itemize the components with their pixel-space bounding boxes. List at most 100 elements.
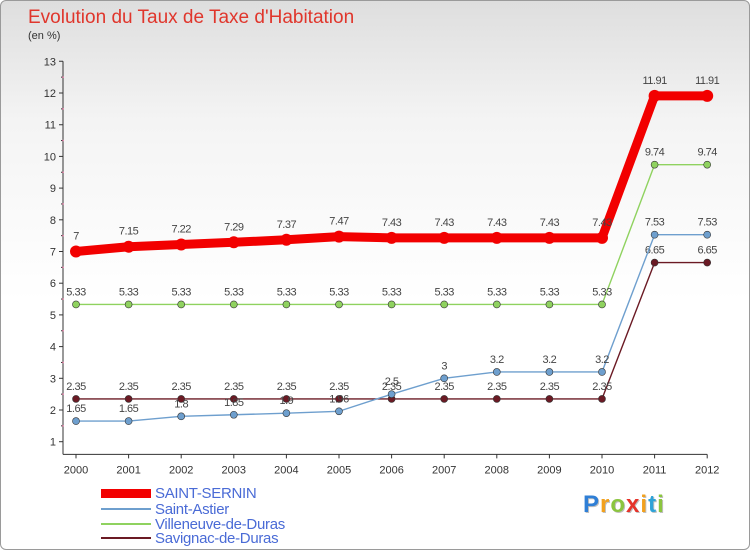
logo-letter: i	[657, 491, 665, 518]
data-point-saint-sernin-2012	[701, 89, 714, 102]
data-label-villeneuve-de-duras-2007: 5.33	[434, 286, 454, 298]
data-point-saint-sernin-2008	[490, 231, 503, 244]
legend-item-saint-sernin: SAINT-SERNIN	[101, 484, 257, 502]
data-label-savignac-de-duras-2003: 2.35	[224, 381, 244, 393]
legend-swatch-saint-astier	[101, 508, 151, 510]
data-point-saint-astier-2003	[230, 410, 238, 419]
data-point-savignac-de-duras-2008	[492, 395, 501, 403]
data-label-savignac-de-duras-2007: 2.35	[434, 381, 454, 393]
x-tick-label-2005: 2005	[327, 464, 351, 476]
data-label-savignac-de-duras-2000: 2.35	[66, 381, 86, 393]
data-point-saint-sernin-2002	[175, 238, 188, 251]
data-point-saint-astier-2002	[177, 412, 185, 421]
data-label-saint-astier-2006: 2.5	[385, 376, 399, 388]
data-point-saint-sernin-2004	[280, 233, 293, 246]
data-label-villeneuve-de-duras-2004: 5.33	[277, 286, 297, 298]
data-point-villeneuve-de-duras-2003	[230, 300, 238, 309]
data-point-villeneuve-de-duras-2012	[703, 160, 712, 169]
data-point-villeneuve-de-duras-2001	[124, 300, 133, 309]
data-label-villeneuve-de-duras-2009: 5.33	[540, 286, 560, 298]
data-point-savignac-de-duras-2010	[598, 395, 606, 403]
y-axis-dot	[62, 203, 64, 205]
data-label-saint-astier-2001: 1.65	[119, 403, 139, 415]
data-point-villeneuve-de-duras-2008	[492, 300, 501, 309]
data-point-saint-astier-2004	[282, 409, 291, 417]
logo-letter: x	[626, 491, 641, 518]
data-label-savignac-de-duras-2008: 2.35	[487, 381, 507, 393]
data-point-saint-sernin-2003	[227, 236, 240, 249]
x-tick-label-2000: 2000	[64, 464, 88, 476]
y-axis-dot	[62, 393, 64, 395]
data-label-saint-sernin-2009: 7.43	[540, 217, 560, 229]
data-label-saint-sernin-2011: 11.91	[642, 75, 667, 87]
data-label-saint-astier-2003: 1.85	[224, 397, 244, 409]
data-label-villeneuve-de-duras-2001: 5.33	[119, 286, 139, 298]
data-point-savignac-de-duras-2011	[650, 258, 659, 267]
data-point-villeneuve-de-duras-2006	[387, 300, 396, 309]
data-label-saint-sernin-2005: 7.47	[329, 216, 349, 228]
data-point-saint-astier-2006	[387, 390, 396, 398]
chart-subtitle: (en %)	[28, 30, 61, 42]
data-point-savignac-de-duras-2003	[230, 395, 238, 403]
data-point-savignac-de-duras-2000	[72, 395, 80, 403]
y-axis-dot	[62, 266, 64, 269]
x-tick-label-2008: 2008	[485, 464, 509, 476]
data-point-saint-astier-2008	[492, 368, 501, 376]
logo-letter: i	[640, 491, 649, 518]
y-tick-label-1: 1	[50, 437, 56, 449]
legend-label-savignac-de-duras: Savignac-de-Duras	[155, 529, 279, 547]
x-tick-label-2002: 2002	[169, 464, 193, 476]
data-label-saint-astier-2007: 3	[441, 360, 447, 372]
data-label-saint-astier-2000: 1.65	[66, 403, 86, 415]
y-tick-label-4: 4	[50, 342, 56, 354]
data-label-savignac-de-duras-2006: 2.35	[382, 381, 402, 393]
data-label-saint-sernin-2003: 7.29	[224, 221, 244, 233]
data-label-villeneuve-de-duras-2011: 9.74	[645, 147, 665, 159]
data-label-saint-sernin-2002: 7.22	[171, 224, 191, 236]
data-point-saint-sernin-2000	[70, 245, 82, 258]
y-axis-dot	[62, 76, 64, 78]
data-label-saint-astier-2004: 1.9	[280, 395, 294, 407]
data-label-saint-astier-2005: 1.96	[329, 393, 349, 405]
data-point-saint-astier-2010	[598, 368, 606, 376]
y-tick-label-9: 9	[50, 183, 56, 195]
data-label-saint-astier-2002: 1.8	[174, 398, 188, 410]
logo-letter: o	[610, 491, 627, 518]
data-point-saint-astier-2012	[703, 230, 712, 239]
data-label-saint-astier-2010: 3.2	[595, 354, 609, 366]
data-label-saint-sernin-2000: 7	[73, 231, 79, 243]
legend-swatch-savignac-de-duras	[101, 537, 151, 539]
data-point-savignac-de-duras-2001	[124, 395, 133, 403]
data-point-villeneuve-de-duras-2007	[440, 300, 449, 309]
x-tick-label-2007: 2007	[432, 464, 456, 476]
data-point-saint-astier-2011	[650, 230, 659, 239]
y-axis-dot	[62, 329, 64, 332]
data-point-saint-sernin-2011	[648, 89, 661, 102]
logo-letter: P	[583, 491, 601, 518]
data-label-savignac-de-duras-2009: 2.35	[540, 381, 560, 393]
data-point-villeneuve-de-duras-2009	[545, 300, 554, 309]
data-point-villeneuve-de-duras-2010	[598, 300, 606, 309]
data-label-savignac-de-duras-2004: 2.35	[277, 381, 297, 393]
y-tick-label-13: 13	[44, 56, 56, 68]
data-label-savignac-de-duras-2002: 2.35	[171, 381, 191, 393]
y-tick-label-7: 7	[50, 247, 56, 259]
data-label-saint-astier-2009: 3.2	[543, 354, 557, 366]
data-point-villeneuve-de-duras-2000	[72, 300, 80, 309]
x-tick-label-2010: 2010	[590, 464, 614, 476]
data-label-saint-sernin-2008: 7.43	[487, 217, 507, 229]
data-point-saint-astier-2007	[440, 374, 449, 383]
data-point-villeneuve-de-duras-2011	[650, 160, 659, 169]
data-label-saint-sernin-2007: 7.43	[434, 217, 454, 229]
data-point-villeneuve-de-duras-2005	[335, 300, 343, 309]
data-point-savignac-de-duras-2007	[440, 395, 449, 403]
legend-label-saint-sernin: SAINT-SERNIN	[155, 484, 257, 502]
y-tick-label-6: 6	[50, 278, 56, 290]
y-tick-label-3: 3	[50, 373, 56, 385]
x-tick-label-2004: 2004	[274, 464, 298, 476]
legend-label-saint-astier: Saint-Astier	[155, 500, 229, 518]
data-label-savignac-de-duras-2012: 6.65	[697, 245, 717, 257]
legend-item-villeneuve-de-duras: Villeneuve-de-Duras	[101, 516, 285, 533]
data-label-villeneuve-de-duras-2002: 5.33	[171, 286, 191, 298]
